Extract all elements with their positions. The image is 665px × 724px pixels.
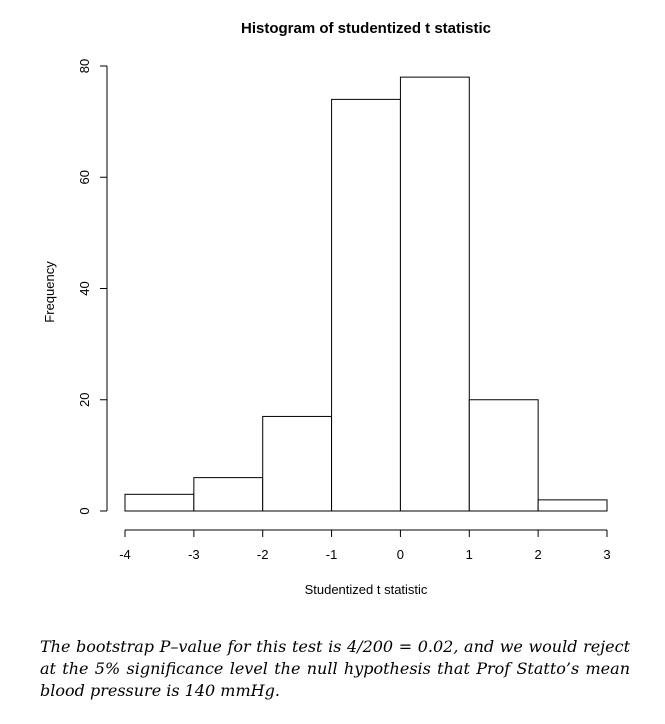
y-axis: 0 20 40 60 80 [77,59,108,515]
x-tick-label: 1 [466,547,473,562]
caption-text: The bootstrap P–value for this test is 4… [40,637,630,700]
y-axis-label: Frequency [42,261,57,323]
histogram-bar [193,477,264,512]
y-tick-label: 0 [77,507,92,514]
bars-group [124,76,608,512]
x-tick-label: 2 [535,547,542,562]
y-tick-label: 40 [77,281,92,295]
histogram-bar [262,415,333,512]
chart-title: Histogram of studentized t statistic [241,20,491,37]
x-tick-label: -1 [326,547,338,562]
y-tick-label: 60 [77,170,92,184]
y-tick-label: 20 [77,393,92,407]
histogram-bar [468,399,539,512]
x-tick-label: 3 [603,547,610,562]
histogram-chart: Histogram of studentized t statistic Stu… [42,20,611,597]
x-tick-label: -3 [188,547,200,562]
x-axis: -4 -3 -2 -1 0 1 2 3 [119,529,611,562]
x-axis-label: Studentized t statistic [305,582,428,597]
histogram-bar [537,499,608,512]
y-tick-label: 80 [77,59,92,73]
histogram-bar [331,98,401,512]
x-tick-label: 0 [397,547,404,562]
x-tick-label: -4 [119,547,131,562]
histogram-bar [399,76,470,512]
x-tick-label: -2 [257,547,269,562]
histogram-bar [124,493,195,512]
